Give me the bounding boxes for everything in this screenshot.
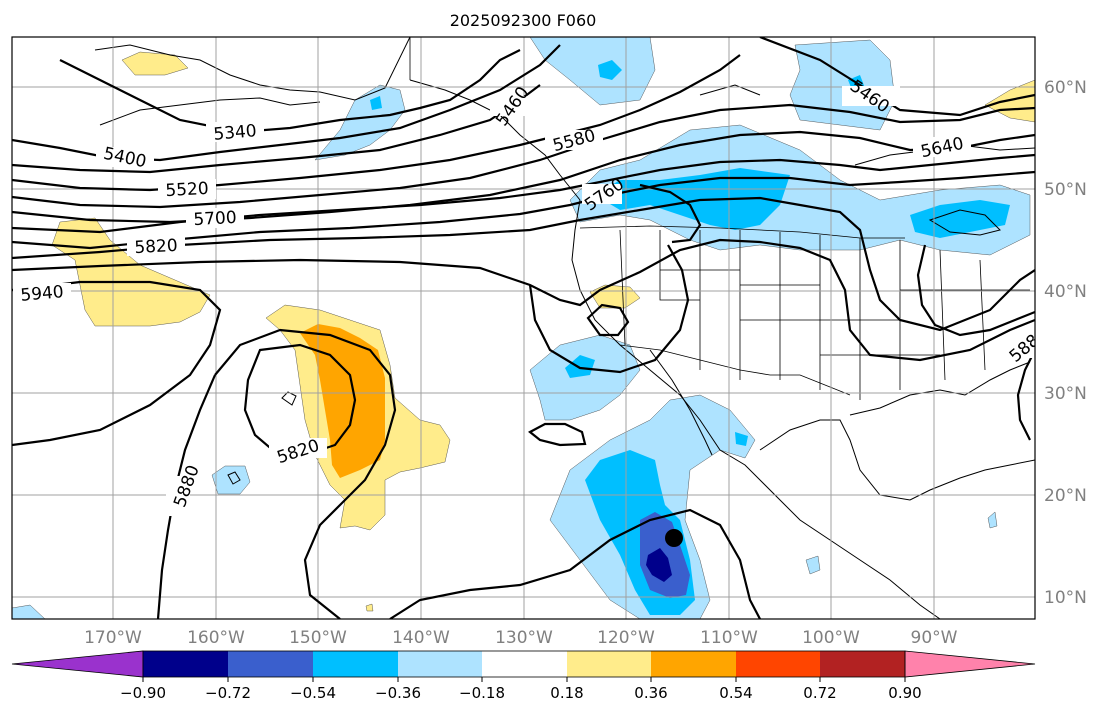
anomaly-neg2-offshore bbox=[565, 355, 595, 378]
contour-label-5520: 5520 bbox=[165, 179, 209, 201]
anomaly-neg4-mexico bbox=[646, 548, 672, 582]
contour-5340 bbox=[59, 49, 521, 134]
contour-label-5340: 5340 bbox=[213, 121, 258, 145]
lat-label: 30°N bbox=[1044, 384, 1087, 404]
contour-5940 bbox=[12, 280, 222, 447]
map-frame bbox=[11, 36, 1036, 620]
colorbar-bin bbox=[228, 651, 313, 677]
anomaly-pos-west bbox=[51, 217, 211, 327]
lon-label: 160°W bbox=[187, 628, 245, 648]
contour-5880-south bbox=[389, 508, 761, 619]
lon-label: 110°W bbox=[700, 628, 758, 648]
lat-label: 50°N bbox=[1044, 180, 1087, 200]
anomaly-pos2-central bbox=[300, 324, 385, 478]
anomaly-neg-small-b bbox=[987, 511, 998, 529]
anomaly-neg-offshore bbox=[529, 334, 641, 421]
lon-label: 130°W bbox=[495, 628, 553, 648]
anomaly-neg2-alaska bbox=[370, 96, 382, 110]
anomaly-neg-small-a bbox=[805, 555, 821, 575]
contour-5880-arc bbox=[528, 244, 690, 374]
colorbar-tick-label: −0.72 bbox=[205, 684, 251, 702]
colorbar-tick-label: 0.90 bbox=[888, 684, 921, 702]
anomaly-neg2-gulf bbox=[598, 60, 622, 80]
colorbar-extend-max bbox=[904, 650, 1036, 678]
colorbar-bin bbox=[398, 651, 482, 677]
colorbar-tick-label: −0.90 bbox=[120, 684, 166, 702]
anomaly-neg-sw-corner bbox=[12, 604, 46, 619]
contour-5460-east bbox=[759, 37, 1035, 117]
colorbar-tick-label: −0.54 bbox=[290, 684, 336, 702]
map-area: 5340 5400 5460 5460 5520 5580 5640 5700 … bbox=[12, 37, 1035, 619]
lat-label: 60°N bbox=[1044, 78, 1087, 98]
figure-title: 2025092300 F060 bbox=[450, 11, 597, 30]
anomaly-pos-small bbox=[365, 603, 374, 612]
shaded-field bbox=[12, 37, 1035, 619]
lon-label: 140°W bbox=[392, 628, 450, 648]
colorbar-bin bbox=[482, 651, 567, 677]
colorbar-bin bbox=[820, 651, 905, 677]
lon-label: 120°W bbox=[597, 628, 655, 648]
colorbar-bin bbox=[651, 651, 736, 677]
anomaly-neg2-baja bbox=[735, 432, 748, 446]
latitude-labels: 60°N 50°N 40°N 30°N 20°N 10°N bbox=[1044, 78, 1087, 608]
colorbar-bin bbox=[143, 651, 228, 677]
contour-5880-loop bbox=[214, 328, 397, 619]
colorbar-bin bbox=[567, 651, 651, 677]
anomaly-neg-alaska bbox=[314, 84, 406, 161]
contour-5820-north bbox=[12, 196, 1035, 332]
anomaly-neg2-lakes bbox=[910, 200, 1010, 238]
contour-california-low bbox=[586, 303, 630, 337]
colorbar-tick-label: 0.54 bbox=[719, 684, 752, 702]
contour-east-coast bbox=[1016, 349, 1035, 441]
colorbar-tick-label: 0.72 bbox=[803, 684, 836, 702]
contour-label-5700: 5700 bbox=[193, 208, 237, 230]
colorbar-outline bbox=[142, 650, 906, 678]
contour-offshore-small bbox=[528, 422, 587, 447]
lon-label: 90°W bbox=[911, 628, 958, 648]
lat-label: 20°N bbox=[1044, 486, 1087, 506]
longitude-labels: 170°W 160°W 150°W 140°W 130°W 120°W 110°… bbox=[84, 628, 958, 648]
lon-label: 100°W bbox=[802, 628, 860, 648]
colorbar-tick-label: −0.18 bbox=[459, 684, 505, 702]
colorbar-bin bbox=[736, 651, 820, 677]
anomaly-neg-gulf bbox=[529, 37, 656, 106]
colorbar-tick-label: 0.18 bbox=[550, 684, 583, 702]
colorbar-tick-label: 0.36 bbox=[634, 684, 667, 702]
storm-center-marker bbox=[665, 529, 683, 547]
lon-label: 150°W bbox=[289, 628, 347, 648]
lat-label: 40°N bbox=[1044, 282, 1087, 302]
contour-label-5820-north: 5820 bbox=[134, 236, 178, 258]
anomaly-neg2-pnw bbox=[595, 168, 790, 230]
colorbar: −0.90 −0.72 −0.54 −0.36 −0.18 0.18 0.36 … bbox=[11, 650, 1036, 702]
lon-label: 170°W bbox=[84, 628, 142, 648]
colorbar-extend-min bbox=[11, 650, 144, 678]
lat-label: 10°N bbox=[1044, 588, 1087, 608]
anomaly-pos-aleutian bbox=[121, 51, 189, 76]
contour-5820-low bbox=[243, 343, 357, 457]
colorbar-tick-label: −0.36 bbox=[375, 684, 421, 702]
contour-label-5940: 5940 bbox=[20, 282, 65, 306]
contour-5880 bbox=[12, 238, 1035, 362]
contour-east-ridge bbox=[916, 244, 1035, 337]
colorbar-bin bbox=[313, 651, 398, 677]
contour-pnw-loop bbox=[639, 183, 702, 244]
